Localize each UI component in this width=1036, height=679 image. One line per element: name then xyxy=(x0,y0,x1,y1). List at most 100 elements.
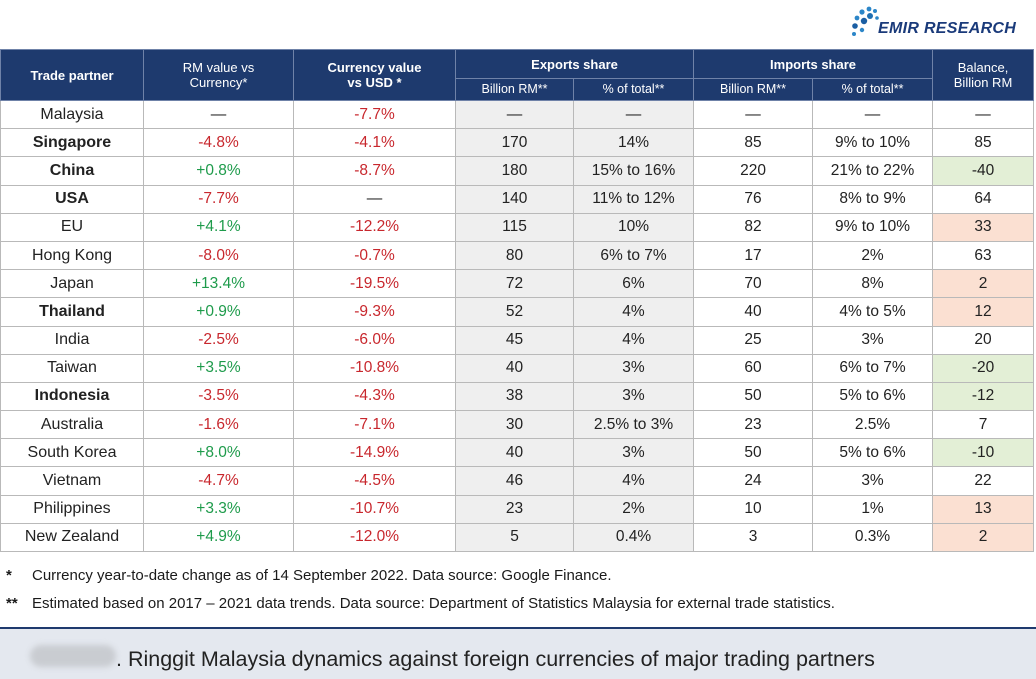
balance-cell: -40 xyxy=(932,156,1035,186)
exports-billion-cell: 170 xyxy=(455,128,574,158)
balance-cell: 2 xyxy=(932,269,1035,299)
balance-cell: -10 xyxy=(932,438,1035,468)
exports-pct-cell: 3% xyxy=(572,353,695,383)
exports-pct-cell: 4% xyxy=(572,325,695,355)
exports-pct-cell: 11% to 12% xyxy=(572,184,695,214)
partner-cell: China xyxy=(0,156,144,186)
imports-billion-cell: 50 xyxy=(693,381,814,412)
balance-cell: 2 xyxy=(932,522,1035,553)
imports-pct-cell: 8% xyxy=(812,269,934,299)
footnote-2: ** Estimated based on 2017 – 2021 data tr… xyxy=(6,590,835,618)
imports-pct-cell: 1% xyxy=(812,494,934,524)
imports-billion-cell: 60 xyxy=(693,353,814,383)
currency-vs-usd-cell: -10.7% xyxy=(293,494,456,524)
imports-pct-cell: — xyxy=(812,99,934,130)
footnote-1: * Currency year-to-date change as of 14 S… xyxy=(6,562,835,590)
imports-billion-cell: 85 xyxy=(693,128,814,158)
rm-vs-currency-cell: +4.1% xyxy=(143,212,294,242)
exports-pct-cell: 6% xyxy=(572,269,695,299)
partner-cell: Philippines xyxy=(0,494,144,524)
imports-billion-cell: 76 xyxy=(693,184,814,214)
rm-vs-currency-cell: +3.5% xyxy=(143,353,294,383)
currency-vs-usd-cell: -4.1% xyxy=(293,128,456,158)
logo-dots-icon xyxy=(852,6,879,36)
rm-vs-currency-cell: -7.7% xyxy=(143,184,294,214)
partner-cell: Japan xyxy=(0,269,144,299)
rm-vs-currency-cell: -8.0% xyxy=(143,240,294,271)
exports-billion-cell: 5 xyxy=(455,522,574,553)
rm-vs-currency-cell: +4.9% xyxy=(143,522,294,553)
imports-billion-cell: 24 xyxy=(693,466,814,496)
imports-billion-cell: 10 xyxy=(693,494,814,524)
exports-pct-cell: 4% xyxy=(572,466,695,496)
exports-pct-cell: 0.4% xyxy=(572,522,695,553)
currency-vs-usd-cell: -9.3% xyxy=(293,297,456,327)
exports-pct-cell: 3% xyxy=(572,381,695,412)
partner-cell: Malaysia xyxy=(0,99,144,130)
partner-cell: Singapore xyxy=(0,128,144,158)
header-exports-share: Exports share xyxy=(454,49,695,79)
exports-billion-cell: 115 xyxy=(455,212,574,242)
exports-billion-cell: 40 xyxy=(455,438,574,468)
caption-bar: . Ringgit Malaysia dynamics against fore… xyxy=(0,627,1036,679)
exports-billion-cell: 80 xyxy=(455,240,574,271)
rm-vs-currency-cell: -4.8% xyxy=(143,128,294,158)
exports-billion-cell: 72 xyxy=(455,269,574,299)
imports-billion-cell: — xyxy=(693,99,814,130)
imports-pct-cell: 6% to 7% xyxy=(812,353,934,383)
imports-billion-cell: 25 xyxy=(693,325,814,355)
exports-pct-cell: 14% xyxy=(572,128,695,158)
imports-billion-cell: 23 xyxy=(693,410,814,440)
balance-cell: 13 xyxy=(932,494,1035,524)
currency-vs-usd-cell: -4.5% xyxy=(293,466,456,496)
exports-billion-cell: 140 xyxy=(455,184,574,214)
partner-cell: Taiwan xyxy=(0,353,144,383)
exports-pct-cell: 2.5% to 3% xyxy=(572,410,695,440)
balance-cell: 7 xyxy=(932,410,1035,440)
currency-vs-usd-cell: -4.3% xyxy=(293,381,456,412)
rm-vs-currency-cell: -3.5% xyxy=(143,381,294,412)
table-row: Indonesia -3.5% -4.3% 38 3% 50 5% to 6% -12 xyxy=(0,381,1035,412)
trade-table: Trade partner RM value vs Currency* Curr… xyxy=(0,49,1035,553)
partner-cell: USA xyxy=(0,184,144,214)
partner-cell: Hong Kong xyxy=(0,240,144,271)
rm-vs-currency-cell: — xyxy=(143,99,294,130)
imports-billion-cell: 40 xyxy=(693,297,814,327)
header-balance-label: Balance, Billion RM xyxy=(953,60,1013,90)
header-exports-pct: % of total** xyxy=(572,78,695,101)
balance-cell: 33 xyxy=(932,212,1035,242)
partner-cell: EU xyxy=(0,212,144,242)
partner-cell: India xyxy=(0,325,144,355)
header-rm-vs-currency: RM value vs Currency* xyxy=(143,49,294,101)
header-imports-billion: Billion RM** xyxy=(693,78,814,101)
table-row: Philippines +3.3% -10.7% 23 2% 10 1% 13 xyxy=(0,494,1035,524)
header-trade-partner: Trade partner xyxy=(0,49,144,101)
header-imports-pct: % of total** xyxy=(812,78,934,101)
balance-cell: 63 xyxy=(932,240,1035,271)
table-row: Hong Kong -8.0% -0.7% 80 6% to 7% 17 2% 63 xyxy=(0,240,1035,271)
balance-cell: 20 xyxy=(932,325,1035,355)
balance-cell: -12 xyxy=(932,381,1035,412)
footnote-2-text: Estimated based on 2017 – 2021 data tren… xyxy=(32,595,835,612)
balance-cell: — xyxy=(932,99,1035,130)
exports-billion-cell: 40 xyxy=(455,353,574,383)
header-balance: Balance, Billion RM xyxy=(932,49,1035,101)
imports-pct-cell: 5% to 6% xyxy=(812,438,934,468)
currency-vs-usd-cell: -10.8% xyxy=(293,353,456,383)
currency-vs-usd-cell: -7.7% xyxy=(293,99,456,130)
imports-pct-cell: 2.5% xyxy=(812,410,934,440)
currency-vs-usd-cell: -19.5% xyxy=(293,269,456,299)
balance-cell: 22 xyxy=(932,466,1035,496)
exports-billion-cell: — xyxy=(455,99,574,130)
balance-cell: 64 xyxy=(932,184,1035,214)
exports-billion-cell: 52 xyxy=(455,297,574,327)
exports-billion-cell: 38 xyxy=(455,381,574,412)
table-row: Vietnam -4.7% -4.5% 46 4% 24 3% 22 xyxy=(0,466,1035,496)
table-row: USA -7.7% —140 11% to 12% 76 8% to 9% 64 xyxy=(0,184,1035,214)
currency-vs-usd-cell: -14.9% xyxy=(293,438,456,468)
table-row: Taiwan +3.5% -10.8% 40 3% 60 6% to 7% -20 xyxy=(0,353,1035,383)
brand-logo: EMIR RESEARCH xyxy=(850,6,1030,42)
imports-pct-cell: 9% to 10% xyxy=(812,128,934,158)
table-row: India -2.5% -6.0% 45 4% 25 3% 20 xyxy=(0,325,1035,355)
header-imports-share: Imports share xyxy=(693,49,934,79)
